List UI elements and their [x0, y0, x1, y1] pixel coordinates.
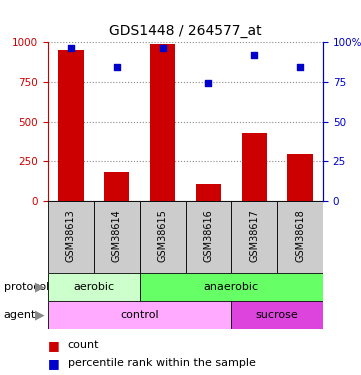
- Point: [68, 45, 74, 51]
- Text: ▶: ▶: [35, 309, 44, 321]
- Bar: [242, 134, 267, 201]
- Bar: [231, 201, 277, 273]
- Bar: [140, 273, 323, 301]
- Text: percentile rank within the sample: percentile rank within the sample: [68, 358, 256, 369]
- Text: ■: ■: [48, 357, 64, 370]
- Text: GSM38614: GSM38614: [112, 209, 122, 262]
- Text: ▶: ▶: [35, 280, 44, 294]
- Point: [251, 52, 257, 58]
- Text: GSM38615: GSM38615: [158, 209, 168, 262]
- Text: ■: ■: [48, 339, 64, 352]
- Bar: [287, 154, 313, 201]
- Bar: [277, 201, 323, 273]
- Bar: [104, 172, 129, 201]
- Bar: [48, 301, 231, 329]
- Bar: [48, 273, 140, 301]
- Text: GSM38617: GSM38617: [249, 209, 259, 262]
- Bar: [140, 201, 186, 273]
- Bar: [186, 201, 231, 273]
- Point: [205, 80, 211, 86]
- Text: count: count: [68, 340, 99, 350]
- Text: GSM38618: GSM38618: [295, 209, 305, 262]
- Text: aerobic: aerobic: [73, 282, 114, 292]
- Point: [160, 45, 165, 51]
- Bar: [48, 201, 94, 273]
- Bar: [94, 201, 140, 273]
- Text: sucrose: sucrose: [256, 310, 299, 320]
- Point: [114, 64, 119, 70]
- Text: GSM38616: GSM38616: [203, 209, 213, 262]
- Point: [297, 64, 303, 70]
- Text: GSM38613: GSM38613: [66, 209, 76, 262]
- Title: GDS1448 / 264577_at: GDS1448 / 264577_at: [109, 24, 262, 38]
- Bar: [150, 44, 175, 201]
- Text: control: control: [120, 310, 159, 320]
- Bar: [231, 301, 323, 329]
- Bar: [196, 183, 221, 201]
- Text: protocol: protocol: [4, 282, 49, 292]
- Text: anaerobic: anaerobic: [204, 282, 259, 292]
- Text: agent: agent: [4, 310, 36, 320]
- Bar: [58, 50, 83, 201]
